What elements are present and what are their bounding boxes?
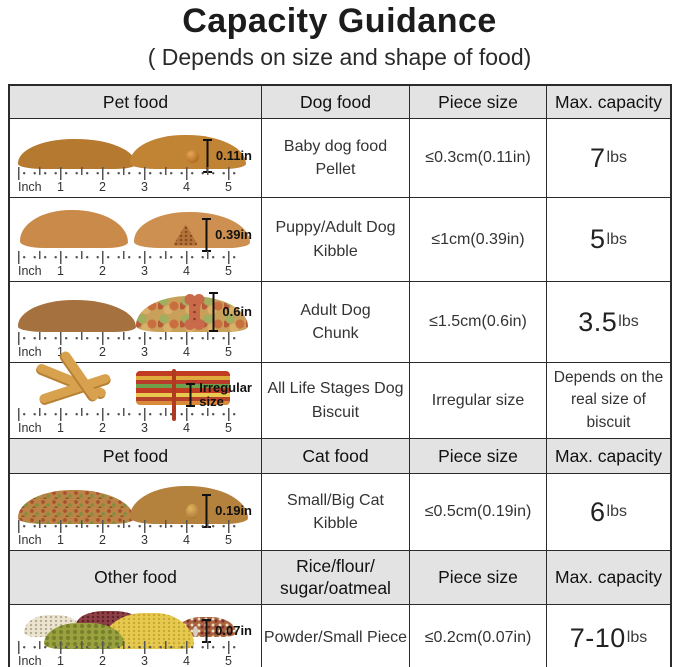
header-piece-size: Piece size — [410, 551, 547, 604]
measure-bracket-icon — [202, 218, 212, 252]
header-rice-flour: Rice/flour/ sugar/oatmeal — [262, 551, 410, 604]
table-row: 0.07in Inch 1 2 3 4 5 Powder/Small Piece ≤0.2… — [10, 605, 670, 667]
page-title: Capacity Guidance — [182, 2, 497, 40]
header-dog-food: Dog food — [262, 86, 410, 118]
inch-ruler: Inch 1 2 3 4 5 — [18, 641, 236, 667]
pellet-illustration: 0.11in Inch 1 2 3 4 5 — [10, 119, 262, 197]
header-pet-food: Pet food — [10, 439, 262, 473]
piece-size-value: ≤1.5cm(0.6in) — [410, 282, 547, 362]
table-row: Irregular size Inch 1 2 3 4 5 All Life Stages… — [10, 349, 670, 439]
table-header-dog: Pet food Dog food Piece size Max. capaci… — [10, 86, 670, 119]
cat-kibble-illustration: 0.19in Inch 1 2 3 4 5 — [10, 474, 262, 550]
cat-kibble-icon — [186, 503, 199, 519]
striped-treats-icon — [136, 371, 230, 405]
measure-bracket-icon — [209, 292, 219, 332]
chunk-pile-icon — [18, 300, 136, 332]
measure-bracket-icon — [202, 619, 212, 643]
chunk-illustration: 0.6in Inch 1 2 3 4 5 — [10, 282, 262, 362]
powder-illustration: 0.07in Inch 1 2 3 4 5 — [10, 605, 262, 667]
piece-size-value: Irregular size — [410, 363, 547, 438]
food-name: Adult Dog Chunk — [262, 282, 410, 362]
capacity-value: 5 lbs — [590, 224, 627, 254]
red-stick-icon — [172, 369, 177, 421]
chunk-piles: 0.6in — [18, 290, 254, 332]
capacity-value: 7 lbs — [590, 142, 627, 173]
biscuit-piles: Irregular size — [18, 349, 254, 421]
biscuit-measure: Irregular size — [172, 369, 252, 421]
capacity-value: 3.5 lbs — [578, 306, 639, 337]
grain-icon — [193, 625, 199, 637]
table-row: 0.11in Inch 1 2 3 4 5 Baby dog food Pellet ≤0… — [10, 119, 670, 198]
cat-kibble-measure: 0.19in — [186, 494, 252, 528]
powder-piles: 0.07in — [18, 611, 254, 649]
measure-label: 0.6in — [222, 303, 252, 319]
measure-label: Irregular size — [199, 379, 252, 409]
kibble-pile-icon — [20, 210, 128, 248]
header-max-capacity: Max. capacity — [547, 439, 670, 473]
pellet-piles: 0.11in — [18, 127, 254, 173]
bone-treat-icon — [184, 294, 205, 330]
header-other-food: Other food — [10, 551, 262, 604]
kibble-triangle-icon — [173, 224, 199, 246]
powder-measure: 0.07in — [193, 619, 252, 643]
food-name: Powder/Small Piece — [262, 605, 410, 667]
food-name: All Life Stages Dog Biscuit — [262, 363, 410, 438]
measure-label: 0.19in — [215, 502, 252, 518]
header-piece-size: Piece size — [410, 86, 547, 118]
table-row: 0.19in Inch 1 2 3 4 5 Small/Big Cat Kibble ≤0… — [10, 474, 670, 551]
table-header-cat: Pet food Cat food Piece size Max. capaci… — [10, 439, 670, 474]
capacity-value: 6 lbs — [590, 496, 627, 527]
header-piece-size: Piece size — [410, 439, 547, 473]
biscuit-illustration: Irregular size Inch 1 2 3 4 5 — [10, 349, 262, 438]
pellet-icon — [185, 149, 199, 163]
food-name: Puppy/Adult Dog Kibble — [262, 198, 410, 281]
piece-size-value: ≤0.2cm(0.07in) — [410, 605, 547, 667]
header-cat-food: Cat food — [262, 439, 410, 473]
biscuit-stick-icon — [32, 349, 124, 411]
table-row: 0.6in Inch 1 2 3 4 5 Adult Dog Chunk ≤1.5cm(0… — [10, 282, 670, 363]
header-max-capacity: Max. capacity — [547, 551, 670, 604]
table-row: 0.39in Inch 1 2 3 4 5 Puppy/Adult Dog Kibble … — [10, 198, 670, 282]
piece-size-value: ≤0.5cm(0.19in) — [410, 474, 547, 550]
capacity-value: Depends on the real size of biscuit — [553, 368, 664, 431]
measure-label: 0.11in — [215, 147, 252, 163]
kibble-measure: 0.39in — [173, 218, 252, 252]
inch-ruler: Inch 1 2 3 4 5 — [18, 520, 236, 547]
measure-bracket-icon — [186, 383, 196, 407]
table-header-other: Other food Rice/flour/ sugar/oatmeal Pie… — [10, 551, 670, 605]
header-pet-food: Pet food — [10, 86, 262, 118]
header-max-capacity: Max. capacity — [547, 86, 670, 118]
chunk-measure: 0.6in — [184, 292, 252, 332]
measure-label: 0.07in — [215, 622, 252, 638]
inch-ruler: Inch 1 2 3 4 5 — [18, 408, 236, 435]
inch-ruler: Inch 1 2 3 4 5 — [18, 167, 236, 194]
cat-kibble-pile-icon — [18, 490, 134, 524]
pellet-pile-icon — [18, 139, 136, 169]
piece-size-value: ≤1cm(0.39in) — [410, 198, 547, 281]
kibble-piles: 0.39in — [18, 206, 254, 252]
food-name: Baby dog food Pellet — [262, 119, 410, 197]
capacity-table: Pet food Dog food Piece size Max. capaci… — [8, 84, 672, 667]
measure-label: 0.39in — [215, 226, 252, 242]
piece-size-value: ≤0.3cm(0.11in) — [410, 119, 547, 197]
kibble-illustration: 0.39in Inch 1 2 3 4 5 — [10, 198, 262, 281]
cat-kibble-piles: 0.19in — [18, 482, 254, 528]
inch-ruler: Inch 1 2 3 4 5 — [18, 332, 236, 359]
page-subtitle: ( Depends on size and shape of food) — [147, 44, 532, 70]
capacity-value: 7-10 lbs — [569, 622, 648, 653]
food-name: Small/Big Cat Kibble — [262, 474, 410, 550]
inch-ruler: Inch 1 2 3 4 5 — [18, 251, 236, 278]
